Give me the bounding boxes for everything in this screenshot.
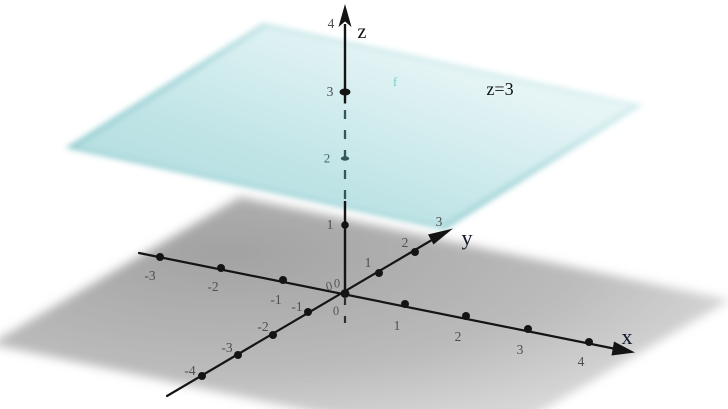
y-tick-label: 2 (402, 235, 409, 250)
surface-object-label: f (393, 74, 398, 89)
tick-dot (339, 88, 351, 96)
z-tick-label: 3 (327, 84, 334, 99)
origin-zero-label: 0 (324, 279, 333, 294)
y-tick-label: 1 (365, 255, 372, 270)
plane-z3-face (76, 27, 632, 226)
y-tick-label: -1 (291, 299, 302, 314)
xy-plane-surface (0, 197, 728, 409)
tick-dot (279, 276, 287, 284)
y-axis-arrow (428, 228, 453, 245)
tick-dot (411, 248, 419, 256)
z-tick-label: 1 (327, 217, 334, 232)
y-axis-name-label: y (462, 225, 473, 250)
z-tick-label: 4 (328, 16, 335, 31)
origin-dot (340, 289, 350, 298)
tick-dot (375, 269, 383, 277)
tick-dot (401, 300, 409, 308)
z-axis-name-label: z (358, 21, 367, 43)
plane-equation-label: z=3 (486, 79, 513, 99)
tick-dot (269, 331, 277, 339)
hidden-tick-dot (340, 156, 350, 161)
x-tick-label: 3 (517, 342, 524, 357)
x-axis-name-label: x (622, 324, 633, 349)
y-tick-label: -4 (184, 363, 195, 378)
z-tick-label: 2 (324, 151, 331, 166)
origin-zero-label: 0 (334, 277, 340, 291)
origin-zero-label: 0 (333, 304, 339, 318)
tick-dot (156, 253, 164, 261)
tick-dot (198, 372, 206, 380)
tick-dot (217, 264, 225, 272)
tick-dot (462, 312, 470, 320)
x-tick-label: 4 (578, 354, 585, 369)
x-tick-label: -1 (270, 292, 281, 307)
z-axis-arrow (338, 4, 352, 27)
tick-dot (524, 325, 532, 333)
x-tick-label: -3 (144, 268, 155, 283)
y-tick-label: 3 (436, 214, 443, 229)
y-tick-label: -2 (257, 319, 268, 334)
x-axis-arrow (611, 341, 635, 356)
x-tick-label: 1 (394, 318, 401, 333)
tick-dot (234, 351, 242, 359)
tick-dot (304, 308, 312, 316)
x-tick-label: -2 (207, 279, 218, 294)
tick-dot (341, 221, 349, 229)
tick-dot (585, 338, 593, 346)
x-tick-label: 2 (455, 329, 462, 344)
y-axis-line (165, 235, 439, 398)
plane-z3-surface (65, 23, 643, 230)
y-tick-label: -3 (221, 340, 232, 355)
